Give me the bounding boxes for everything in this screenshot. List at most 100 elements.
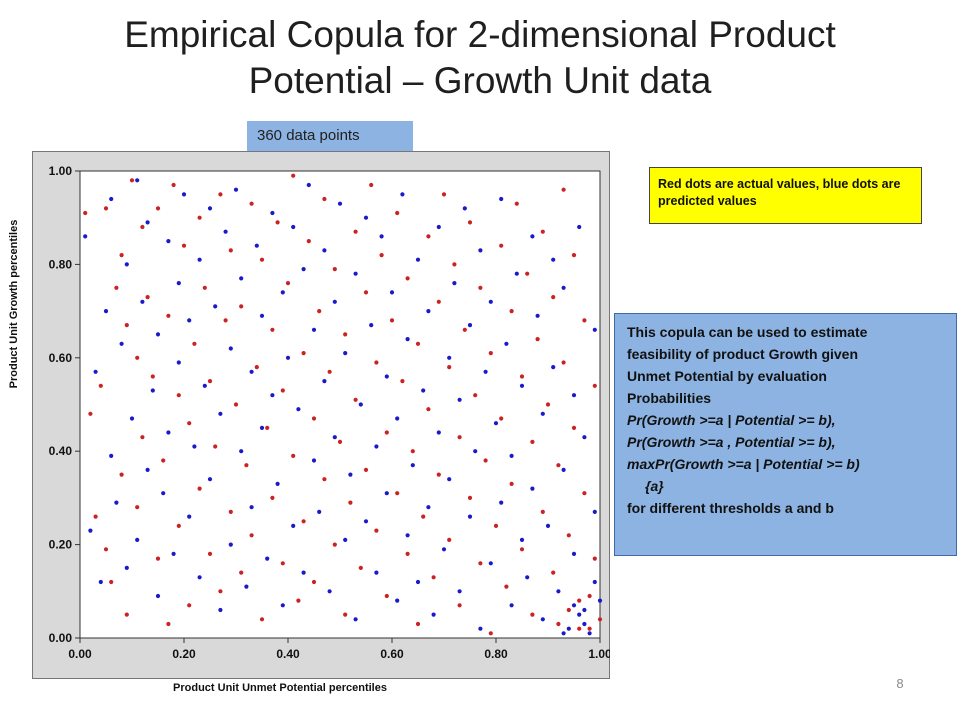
actual-point — [488, 631, 493, 636]
actual-point — [124, 323, 129, 328]
predicted-point — [311, 327, 317, 332]
actual-point — [540, 509, 545, 514]
actual-point — [343, 612, 348, 617]
predicted-point — [166, 239, 171, 244]
predicted-point — [400, 192, 405, 197]
predicted-point — [530, 486, 535, 491]
title-line-1: Empirical Copula for 2-dimensional Produ… — [124, 14, 836, 55]
predicted-point — [155, 332, 161, 337]
actual-point — [171, 182, 176, 188]
actual-point — [155, 556, 161, 561]
actual-point — [311, 416, 317, 421]
predicted-point — [571, 551, 577, 556]
actual-point — [301, 519, 306, 524]
predicted-point — [317, 509, 322, 514]
predicted-point — [592, 509, 597, 514]
predicted-point — [374, 570, 379, 575]
actual-point — [135, 355, 140, 360]
predicted-point — [322, 248, 327, 253]
actual-point — [561, 187, 566, 192]
actual-point — [285, 281, 291, 286]
predicted-point — [410, 463, 415, 468]
predicted-point — [145, 467, 150, 472]
predicted-point — [259, 425, 265, 430]
actual-point — [109, 579, 114, 585]
actual-point — [265, 425, 270, 430]
predicted-point — [218, 411, 223, 416]
predicted-point — [509, 603, 514, 608]
actual-point — [207, 551, 213, 556]
predicted-point — [426, 505, 431, 510]
actual-point — [213, 444, 218, 449]
actual-point — [311, 579, 317, 585]
predicted-point — [285, 355, 291, 360]
predicted-point — [582, 435, 587, 440]
actual-point — [218, 589, 223, 594]
actual-point — [207, 379, 213, 384]
actual-point — [259, 257, 265, 262]
actual-point — [509, 481, 514, 486]
predicted-point — [155, 593, 161, 599]
actual-point — [161, 458, 166, 463]
actual-point — [499, 416, 504, 421]
actual-point — [566, 607, 571, 613]
predicted-point — [114, 500, 119, 505]
actual-point — [571, 253, 577, 258]
title-line-2: Potential – Growth Unit data — [248, 60, 712, 101]
predicted-point — [571, 393, 577, 398]
predicted-point — [254, 243, 259, 248]
predicted-point — [592, 579, 597, 585]
actual-point — [98, 383, 103, 388]
predicted-point — [478, 248, 483, 253]
predicted-point — [457, 589, 462, 594]
actual-point — [166, 313, 171, 318]
predicted-point — [353, 271, 358, 276]
predicted-point — [306, 182, 311, 188]
actual-point — [405, 551, 410, 556]
actual-point — [384, 593, 389, 599]
predicted-point — [337, 201, 343, 206]
predicted-point — [504, 341, 509, 346]
predicted-point — [530, 234, 535, 239]
actual-point — [431, 575, 436, 580]
predicted-point — [296, 407, 301, 412]
actual-point — [561, 360, 566, 365]
predicted-point — [353, 617, 358, 622]
actual-point — [374, 360, 379, 365]
actual-point — [525, 271, 530, 276]
predicted-point — [259, 313, 265, 318]
predicted-point — [239, 449, 244, 454]
predicted-point — [301, 267, 306, 272]
predicted-point — [124, 262, 129, 267]
predicted-point — [322, 379, 327, 384]
predicted-point — [426, 309, 431, 314]
predicted-point — [119, 341, 124, 346]
actual-point — [244, 463, 249, 468]
predicted-point — [176, 360, 181, 365]
actual-point — [592, 556, 597, 561]
predicted-point — [311, 458, 317, 463]
actual-point — [124, 612, 129, 617]
predicted-point — [280, 603, 285, 608]
x-tick-label: 0.00 — [68, 647, 92, 661]
actual-point — [530, 612, 535, 617]
predicted-point — [395, 416, 400, 421]
actual-point — [551, 570, 556, 575]
predicted-point — [369, 323, 374, 328]
actual-point — [317, 309, 322, 314]
predicted-point — [597, 598, 603, 603]
predicted-point — [166, 430, 171, 435]
predicted-point — [467, 514, 473, 519]
predicted-point — [421, 388, 426, 393]
predicted-point — [187, 514, 192, 519]
note-line: feasibility of product Growth given — [627, 346, 859, 362]
note-line: for different thresholds a and b — [627, 500, 834, 516]
actual-point — [322, 196, 327, 202]
x-tick-label: 1.00 — [588, 647, 610, 661]
predicted-point — [540, 411, 545, 416]
actual-point — [83, 210, 88, 216]
predicted-point — [332, 435, 337, 440]
actual-point — [93, 514, 98, 519]
predicted-point — [140, 299, 145, 304]
x-tick-label: 0.20 — [172, 647, 196, 661]
